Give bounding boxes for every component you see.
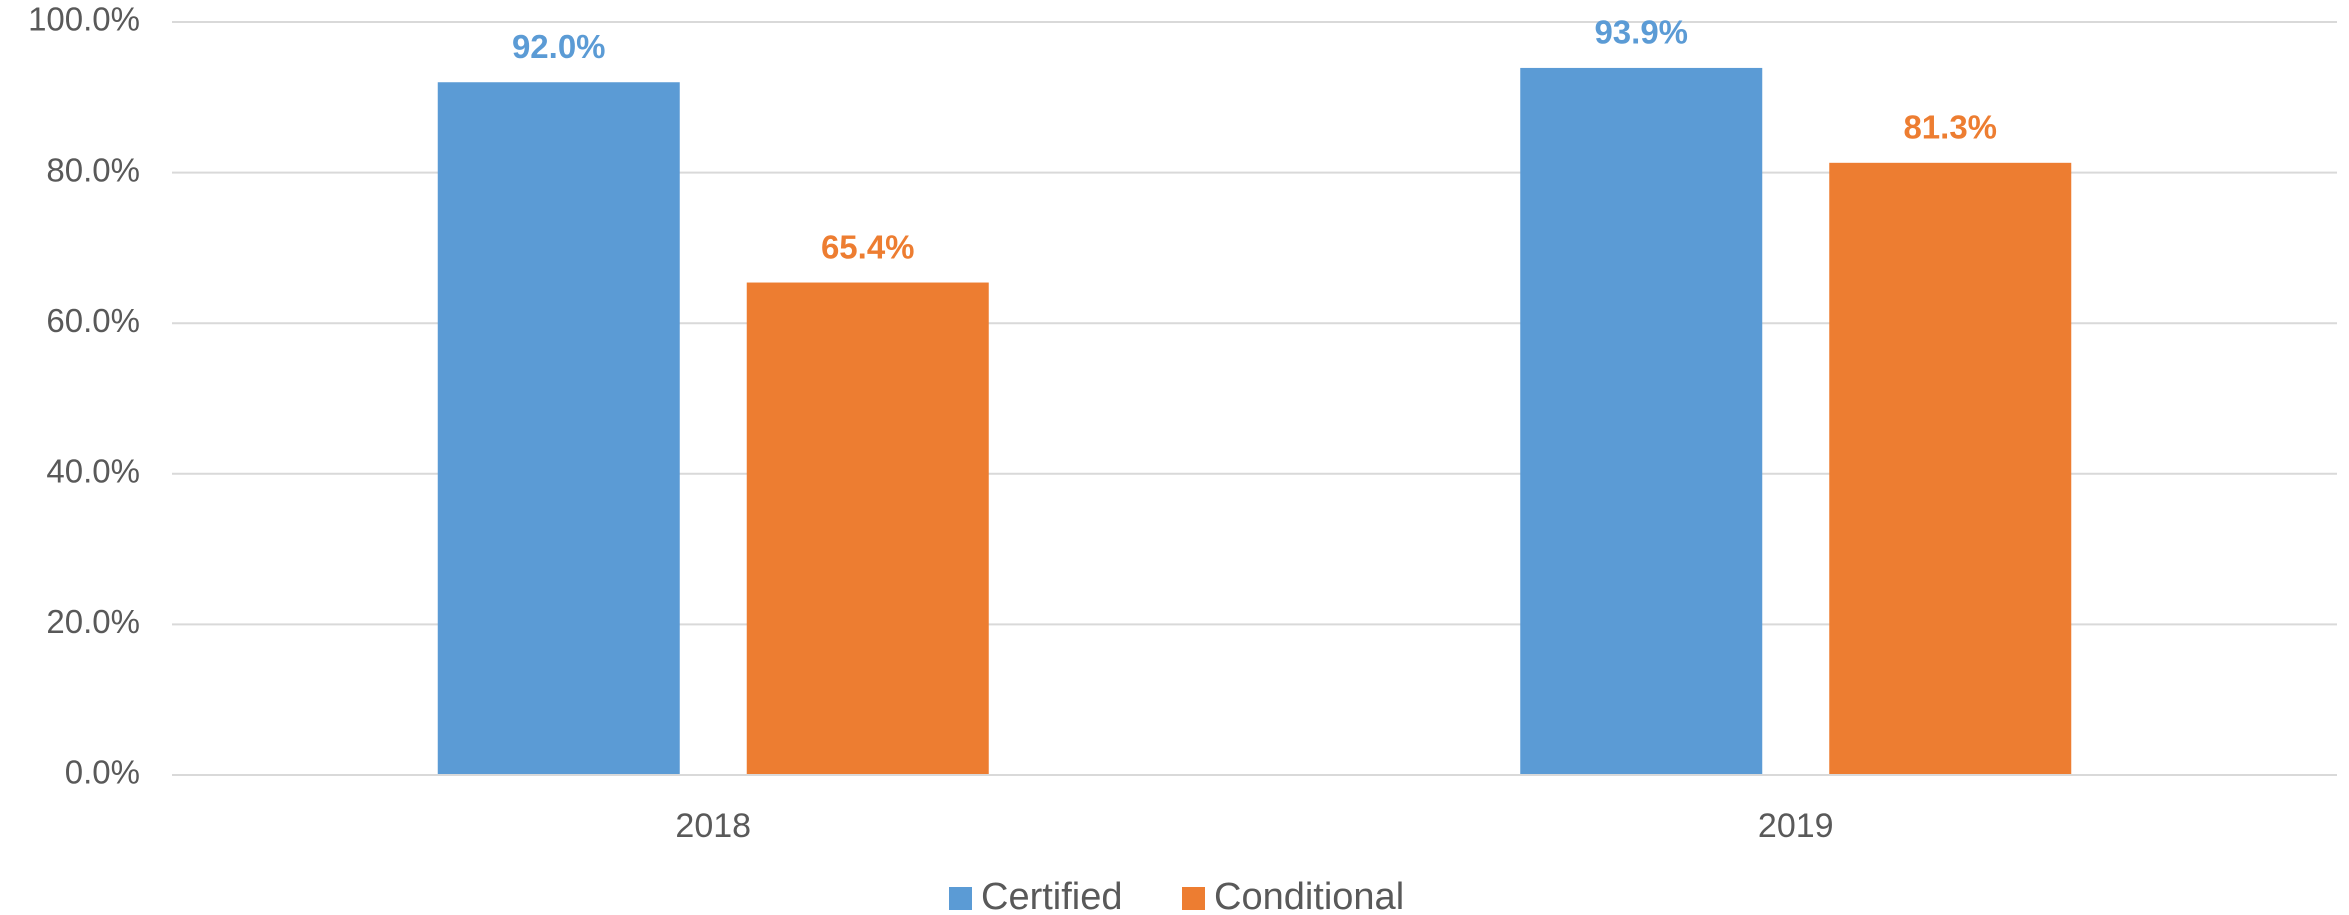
legend-label: Conditional [1214, 876, 1404, 915]
y-tick-label: 60.0% [46, 302, 140, 339]
legend-swatch [1182, 887, 1205, 910]
y-tick-label: 20.0% [46, 603, 140, 640]
data-label: 93.9% [1594, 14, 1688, 51]
y-tick-label: 0.0% [65, 754, 140, 791]
bar [746, 282, 989, 775]
bar [437, 82, 680, 776]
x-tick-label: 2019 [1758, 807, 1834, 845]
bar [1520, 67, 1763, 776]
bar [1829, 162, 2072, 775]
x-tick-label: 2018 [675, 807, 751, 845]
y-tick-label: 40.0% [46, 453, 140, 490]
y-tick-label: 100.0% [28, 1, 140, 38]
legend-swatch [949, 887, 972, 910]
legend-label: Certified [981, 876, 1123, 915]
data-label: 81.3% [1903, 109, 1997, 146]
data-label: 92.0% [512, 28, 606, 65]
y-tick-label: 80.0% [46, 151, 140, 188]
data-label: 65.4% [821, 228, 915, 265]
